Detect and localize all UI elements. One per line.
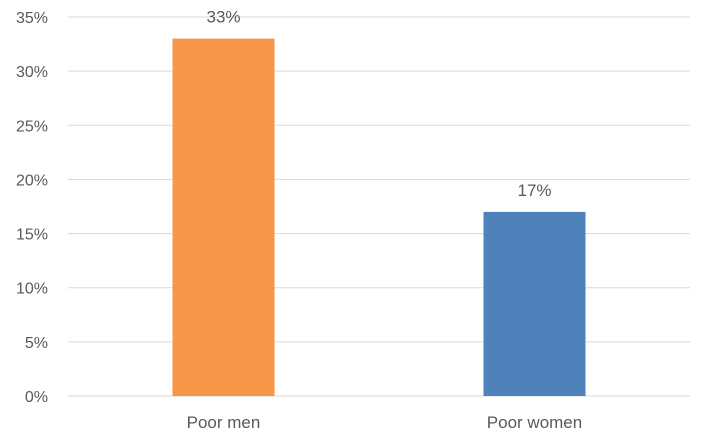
data-label: 33% <box>206 8 240 27</box>
category-label: Poor women <box>487 413 582 432</box>
bar <box>483 211 586 396</box>
category-label: Poor men <box>187 413 261 432</box>
y-tick-label: 35% <box>16 10 48 27</box>
bars <box>172 38 586 397</box>
y-tick-label: 25% <box>16 118 48 135</box>
y-tick-label: 0% <box>25 389 48 406</box>
y-axis-tick-labels: 0% 5% 10% 15% 20% 25% 30% 35% <box>16 10 48 406</box>
data-label: 17% <box>517 181 551 200</box>
bar <box>172 38 275 397</box>
y-tick-label: 10% <box>16 281 48 298</box>
y-tick-label: 15% <box>16 227 48 244</box>
y-tick-label: 30% <box>16 64 48 81</box>
gridlines <box>68 16 690 397</box>
data-labels: 33% 17% <box>206 8 551 200</box>
category-labels: Poor men Poor women <box>187 413 583 432</box>
y-tick-label: 20% <box>16 172 48 189</box>
y-tick-label: 5% <box>25 335 48 352</box>
